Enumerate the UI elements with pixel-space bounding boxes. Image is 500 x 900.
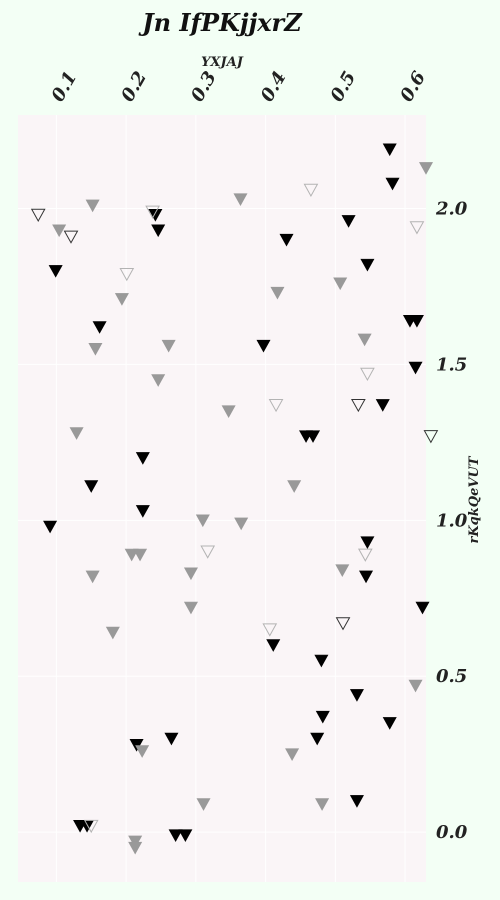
data-point	[285, 748, 300, 761]
data-point	[84, 480, 99, 493]
data-point	[92, 321, 107, 334]
data-point	[105, 626, 120, 640]
data-point	[128, 835, 143, 849]
data-point	[357, 333, 372, 347]
data-point	[183, 567, 198, 581]
data-point	[30, 208, 46, 222]
data-point	[415, 601, 430, 615]
data-point	[52, 224, 67, 238]
data-point	[314, 654, 329, 668]
data-point	[279, 233, 294, 247]
data-point	[335, 564, 350, 578]
data-point	[315, 710, 330, 724]
data-point	[303, 183, 319, 198]
data-point	[178, 829, 193, 843]
data-point	[409, 314, 424, 328]
x-tick-label: 0.3	[187, 68, 221, 106]
y-axis-label: rKqkQeVUT	[467, 455, 482, 543]
data-point	[360, 367, 375, 381]
plot-area	[18, 115, 426, 882]
data-point	[69, 427, 84, 440]
data-point	[88, 343, 103, 356]
data-point	[128, 841, 143, 855]
data-point	[135, 452, 150, 465]
data-point	[418, 162, 434, 175]
data-point	[135, 745, 150, 758]
data-point	[114, 293, 129, 306]
data-point	[85, 199, 100, 213]
x-tick-label: 0.1	[48, 68, 82, 106]
data-point	[266, 639, 281, 652]
data-point	[85, 570, 100, 584]
x-axis-label: YXJAJ	[201, 55, 244, 70]
data-point	[409, 221, 425, 235]
data-point	[119, 267, 135, 282]
chart-title: Jn IfPKjjxrZ	[138, 8, 303, 37]
gridlines	[18, 115, 426, 882]
data-point	[135, 505, 150, 518]
x-tick-label: 0.5	[326, 68, 360, 106]
data-point	[423, 430, 439, 444]
data-point	[333, 277, 348, 291]
data-point	[48, 265, 63, 278]
y-tick-label: 1.5	[436, 354, 467, 375]
data-point	[287, 480, 302, 493]
data-point	[43, 520, 58, 534]
data-point	[349, 689, 364, 702]
data-point	[234, 517, 249, 531]
data-point	[195, 514, 210, 528]
y-tick-label: 2.0	[435, 199, 468, 220]
x-tick-label: 0.4	[257, 68, 291, 106]
data-points	[30, 143, 439, 855]
data-point	[196, 798, 211, 811]
y-tick-label: 0.0	[436, 822, 468, 843]
data-point	[83, 819, 99, 834]
data-point	[375, 399, 390, 412]
data-point	[151, 224, 166, 238]
data-point	[168, 829, 183, 843]
data-point	[233, 193, 248, 206]
x-tick-label: 0.2	[117, 68, 151, 106]
data-point	[349, 795, 364, 808]
y-tick-label: 1.0	[436, 510, 468, 531]
data-point	[341, 215, 356, 228]
data-point	[306, 430, 321, 443]
data-point	[382, 143, 397, 157]
data-point	[148, 208, 163, 222]
data-point	[382, 717, 397, 730]
data-point	[151, 374, 166, 387]
data-point	[262, 623, 278, 637]
data-point	[408, 361, 423, 375]
data-point	[221, 405, 236, 418]
data-point	[408, 679, 423, 693]
data-point	[129, 738, 144, 752]
data-point	[360, 258, 375, 272]
data-point	[256, 339, 271, 353]
data-point	[63, 230, 79, 244]
data-point	[335, 617, 351, 631]
data-point	[145, 205, 160, 219]
data-point	[183, 601, 198, 615]
data-point	[315, 798, 330, 811]
y-tick-label: 0.5	[436, 666, 467, 687]
data-point	[350, 398, 366, 413]
data-point	[270, 286, 285, 300]
data-point	[310, 732, 325, 746]
x-tick-label: 0.6	[396, 67, 430, 105]
data-point	[360, 536, 375, 549]
data-point	[133, 548, 148, 562]
data-point	[357, 548, 373, 562]
data-point	[268, 398, 284, 413]
data-point	[385, 177, 400, 191]
data-point	[161, 339, 176, 353]
data-point	[200, 545, 216, 559]
data-point	[164, 732, 179, 746]
data-point	[359, 570, 374, 584]
